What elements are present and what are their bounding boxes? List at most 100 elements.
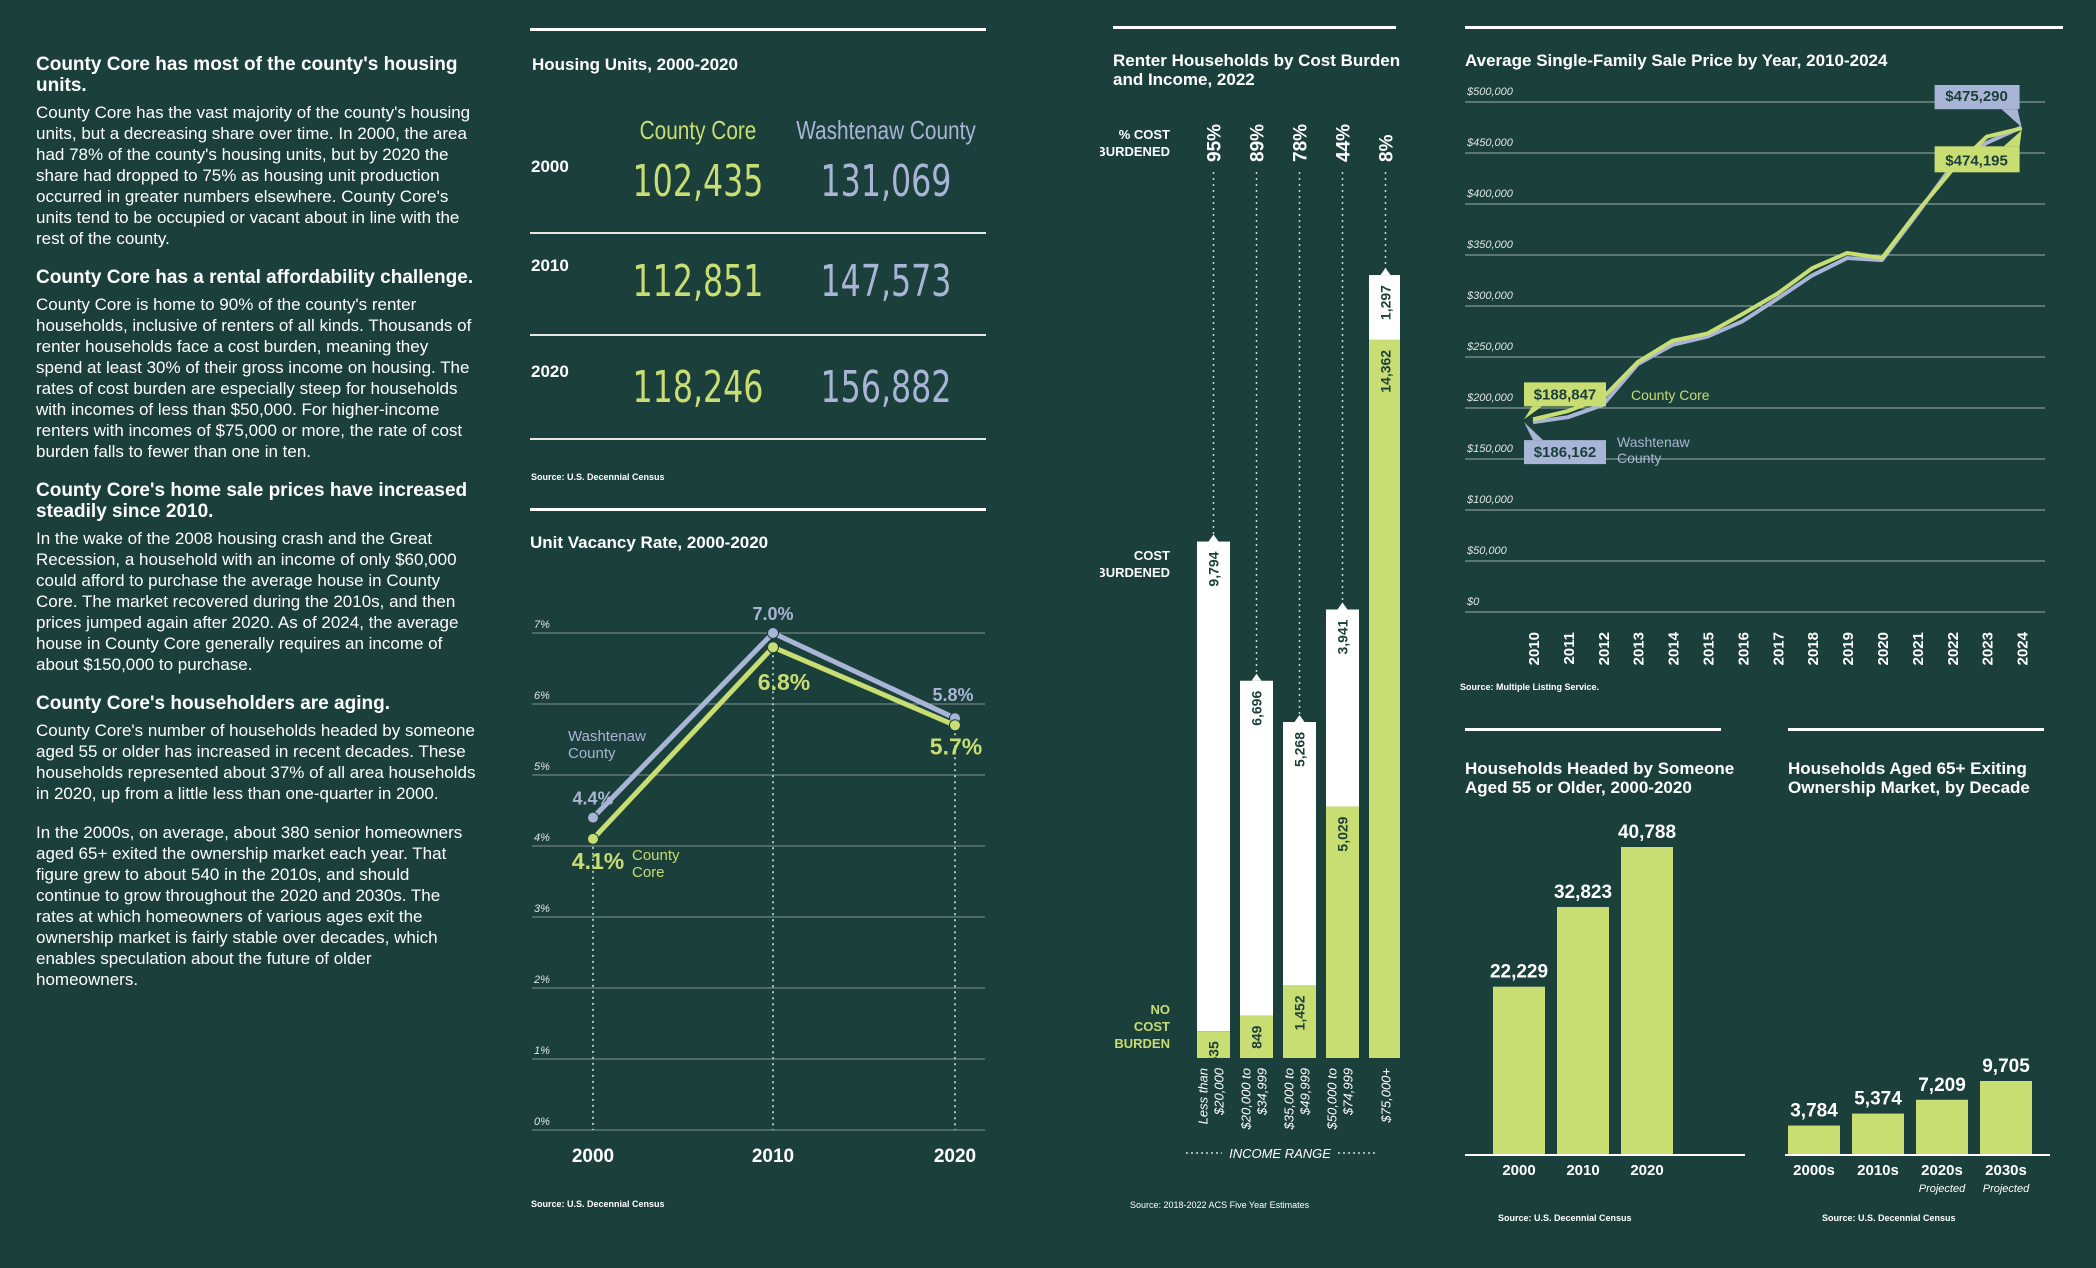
renter-pct-header: BURDENED	[1100, 144, 1170, 159]
hh65-x-label: 2020s	[1921, 1162, 1963, 1179]
price-x-label: 2013	[1631, 632, 1648, 665]
price-x-label: 2015	[1701, 632, 1718, 665]
price-tick-label: $100,000	[1466, 494, 1514, 506]
housing-year-2010: 2010	[531, 256, 569, 275]
hh55-bar	[1557, 906, 1609, 1154]
hh65-bar-label: 3,784	[1790, 1101, 1838, 1122]
renter-pct-header: % COST	[1119, 127, 1170, 142]
hh65-bar-label: 7,209	[1918, 1075, 1966, 1096]
renter-pct-label: 95%	[1205, 124, 1226, 162]
renter-side-label: COST	[1134, 1019, 1170, 1034]
hh55-x-label: 2020	[1630, 1162, 1663, 1179]
housing-value-cc-2000: 102,435	[632, 156, 764, 207]
price-x-label: 2017	[1770, 632, 1787, 665]
hh65-x-label: 2030s	[1985, 1162, 2027, 1179]
price-x-label: 2018	[1805, 632, 1822, 665]
renter-side-label: BURDENED	[1100, 565, 1170, 580]
renter-bar-marker	[1294, 715, 1305, 722]
housing-top-rule	[530, 28, 986, 31]
renter-bar-label: 6,696	[1249, 691, 1265, 726]
vacancy-data-label: 6.8%	[758, 669, 810, 695]
price-x-label: 2014	[1666, 631, 1683, 665]
vacancy-x-label: 2020	[934, 1146, 976, 1167]
renter-category-label: $74,999	[1341, 1068, 1356, 1116]
renter-bar-label: 9,794	[1206, 551, 1222, 586]
vacancy-x-label: 2010	[752, 1146, 794, 1167]
hh55-bar	[1493, 986, 1545, 1154]
price-x-label: 2024	[2015, 631, 2032, 665]
renter-category-label: $34,999	[1255, 1068, 1270, 1116]
price-callout-box	[1524, 440, 1606, 465]
renter-bar-label: 849	[1249, 1025, 1265, 1049]
vacancy-point	[587, 832, 599, 845]
price-chart: $0 $50,000 $100,000 $150,000 $200,000 $250,00…	[1465, 85, 2045, 665]
renter-bar-no-burden	[1326, 806, 1359, 1058]
renter-bar-label: 14,362	[1378, 350, 1394, 393]
hh65-x-sublabel: Projected	[1919, 1183, 1966, 1195]
vacancy-tick-label: 7%	[534, 619, 550, 631]
hh65-bar	[1980, 1081, 2032, 1154]
renter-bar-label: 5,268	[1292, 732, 1308, 767]
hh65-bar	[1916, 1099, 1968, 1154]
renter-side-label: BURDEN	[1114, 1036, 1170, 1051]
hh65-title: Households Aged 65+ Exiting Ownership Ma…	[1788, 759, 2030, 797]
renter-pct-label: 44%	[1334, 124, 1355, 162]
renter-side-label: NO	[1151, 1002, 1171, 1017]
vacancy-tick-label: 3%	[534, 903, 550, 915]
section-heading: County Core's home sale prices have incr…	[36, 480, 468, 522]
vacancy-top-rule	[530, 508, 986, 511]
price-tick-label: $0	[1466, 596, 1480, 608]
price-callout-pointer	[1524, 422, 1543, 441]
hh65-top-rule	[1788, 728, 2044, 731]
renter-bar-no-burden	[1369, 339, 1400, 1058]
renter-bar-label: 535	[1206, 1041, 1222, 1065]
vacancy-point	[949, 719, 961, 732]
price-source: Source: Multiple Listing Service.	[1460, 682, 1600, 692]
renter-pct-label: 8%	[1377, 134, 1398, 162]
hh65-bar	[1852, 1113, 1904, 1154]
renter-category-label: Less than	[1196, 1068, 1211, 1124]
hh65-chart: 3,784 2000s 5,374 2010s 7,209 2020s Projected 9…	[1785, 1056, 2050, 1195]
vacancy-point	[767, 627, 779, 639]
renter-category-label: $35,000 to	[1282, 1068, 1297, 1130]
hh55-bar-label: 40,788	[1618, 822, 1676, 843]
hh65-bar-label: 9,705	[1982, 1056, 2030, 1077]
price-callout-pointer	[2003, 130, 2022, 147]
price-x-label: 2012	[1596, 632, 1613, 665]
renter-top-rule	[1113, 26, 1396, 29]
vacancy-tick-label: 1%	[534, 1045, 550, 1057]
housing-col-washtenaw: Washtenaw County	[796, 115, 976, 145]
renter-category-label: $20,000 to	[1239, 1068, 1254, 1130]
section-paragraph: County Core has the vast majority of the…	[36, 103, 471, 248]
housing-divider	[530, 232, 986, 234]
price-top-rule	[1465, 26, 2063, 29]
vacancy-series-name: Core	[632, 864, 665, 881]
renter-bar-no-burden	[1197, 1031, 1230, 1058]
renter-category-label: $20,000	[1212, 1067, 1227, 1116]
price-x-label: 2011	[1561, 632, 1578, 665]
vacancy-tick-label: 5%	[534, 761, 550, 773]
price-tick-label: $500,000	[1466, 86, 1514, 98]
hh55-x-label: 2000	[1502, 1162, 1535, 1179]
housing-value-wc-2000: 131,069	[820, 156, 952, 207]
renter-bar-no-burden	[1283, 985, 1316, 1058]
vacancy-x-label: 2000	[572, 1146, 614, 1167]
price-series-name: County Core	[1631, 387, 1710, 403]
housing-value-wc-2020: 156,882	[820, 362, 952, 413]
renter-chart: % COST BURDENED 95% 89% 78% 44% 8% 9,794 535 Less…	[1100, 124, 1400, 1161]
price-x-label: 2016	[1735, 632, 1752, 665]
price-series-name: Washtenaw	[1617, 434, 1691, 450]
vacancy-point	[767, 641, 779, 654]
price-callout-label: $186,162	[1534, 444, 1597, 461]
hh55-bar-label: 22,229	[1490, 962, 1548, 983]
renter-bar-marker	[1380, 268, 1391, 276]
hh55-x-label: 2010	[1566, 1162, 1599, 1179]
renter-bar-label: 1,452	[1292, 995, 1308, 1030]
price-series-name: County	[1617, 450, 1661, 466]
price-tick-label: $200,000	[1466, 392, 1514, 404]
renter-source: Source: 2018-2022 ACS Five Year Estimate…	[1130, 1200, 1310, 1210]
hh65-bar-label: 5,374	[1854, 1089, 1902, 1110]
renter-bar-marker	[1208, 534, 1219, 542]
price-tick-label: $450,000	[1466, 137, 1514, 149]
price-callout-label: $475,290	[1945, 88, 2008, 105]
